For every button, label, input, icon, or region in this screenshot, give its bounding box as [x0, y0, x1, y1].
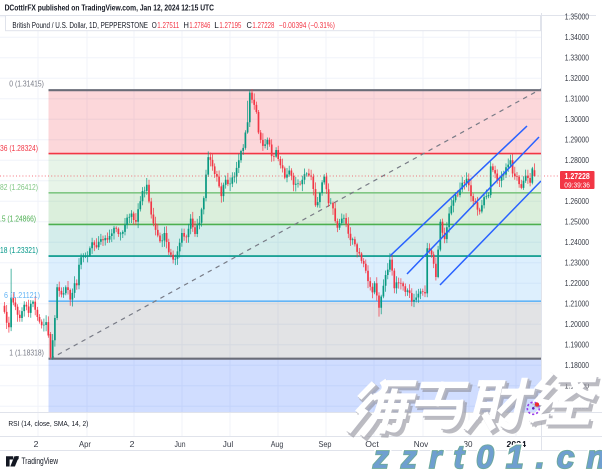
svg-text:09:39:36: 09:39:36: [564, 180, 590, 189]
svg-text:zzrt01.cn: zzrt01.cn: [372, 439, 602, 470]
svg-text:1.34000: 1.34000: [565, 32, 589, 42]
svg-text:Apr: Apr: [79, 439, 91, 449]
svg-text:82 (1.26412): 82 (1.26412): [0, 183, 38, 192]
svg-text:1.28000: 1.28000: [565, 155, 589, 165]
svg-text:1.22000: 1.22000: [565, 278, 589, 288]
svg-text:O: O: [152, 21, 157, 30]
svg-text:1.27228: 1.27228: [252, 21, 274, 30]
svg-text:18 (1.23321): 18 (1.23321): [0, 246, 38, 255]
svg-text:Jun: Jun: [175, 439, 186, 449]
svg-text:1.26000: 1.26000: [565, 196, 589, 206]
svg-text:1.32000: 1.32000: [565, 73, 589, 83]
svg-text:2024: 2024: [507, 439, 527, 449]
svg-text:1.31000: 1.31000: [565, 94, 589, 104]
svg-text:6 (1.21121): 6 (1.21121): [4, 291, 40, 300]
svg-text:1.25000: 1.25000: [565, 217, 589, 227]
svg-text:RSI (14, close, SMA, 14, 2): RSI (14, close, SMA, 14, 2): [8, 419, 88, 428]
svg-text:1.19000: 1.19000: [565, 340, 589, 350]
svg-text:1.27228: 1.27228: [565, 172, 591, 181]
svg-text:Aug: Aug: [271, 439, 284, 449]
svg-text:1.35000: 1.35000: [565, 12, 589, 22]
svg-text:Nov: Nov: [414, 439, 429, 449]
svg-text:30: 30: [464, 439, 473, 449]
svg-text:1 (1.18318): 1 (1.18318): [9, 349, 44, 358]
svg-text:British Pound / U.S. Dollar, 1: British Pound / U.S. Dollar, 1D, PEPPERS…: [12, 21, 148, 30]
svg-text:1.23000: 1.23000: [565, 258, 589, 268]
svg-text:1.29000: 1.29000: [565, 135, 589, 145]
svg-text:1.18000: 1.18000: [565, 360, 589, 370]
svg-text:1.27511: 1.27511: [157, 21, 179, 30]
svg-text:C: C: [247, 21, 253, 30]
svg-text:1.20000: 1.20000: [565, 319, 589, 329]
svg-text:1.30000: 1.30000: [565, 114, 589, 124]
svg-text:H: H: [184, 21, 189, 30]
svg-text:TradingView: TradingView: [22, 455, 59, 466]
svg-text:.5 (1.24866): .5 (1.24866): [0, 215, 36, 224]
svg-text:−0.00394 (−0.31%): −0.00394 (−0.31%): [279, 21, 335, 30]
svg-text:0 (1.31415): 0 (1.31415): [9, 80, 44, 89]
svg-text:1.27846: 1.27846: [189, 21, 210, 30]
svg-text:1.33000: 1.33000: [565, 53, 589, 63]
svg-text:L: L: [214, 21, 219, 30]
svg-text:zzrt01.cn: zzrt01.cn: [372, 439, 602, 470]
svg-text:DCottlrFX published on Trading: DCottlrFX published on TradingView.com, …: [5, 3, 215, 12]
svg-text:1.24000: 1.24000: [565, 237, 589, 247]
svg-text:36 (1.28324): 36 (1.28324): [0, 144, 38, 153]
svg-text:Oct: Oct: [365, 439, 379, 449]
svg-text:1.21000: 1.21000: [565, 299, 589, 309]
svg-text:1.27195: 1.27195: [219, 21, 242, 30]
svg-text:Sep: Sep: [319, 439, 332, 449]
svg-text:2: 2: [130, 439, 135, 449]
svg-text:Jul: Jul: [223, 439, 234, 449]
svg-text:2: 2: [34, 439, 39, 449]
svg-text:zzrt01.cn: zzrt01.cn: [372, 439, 602, 470]
